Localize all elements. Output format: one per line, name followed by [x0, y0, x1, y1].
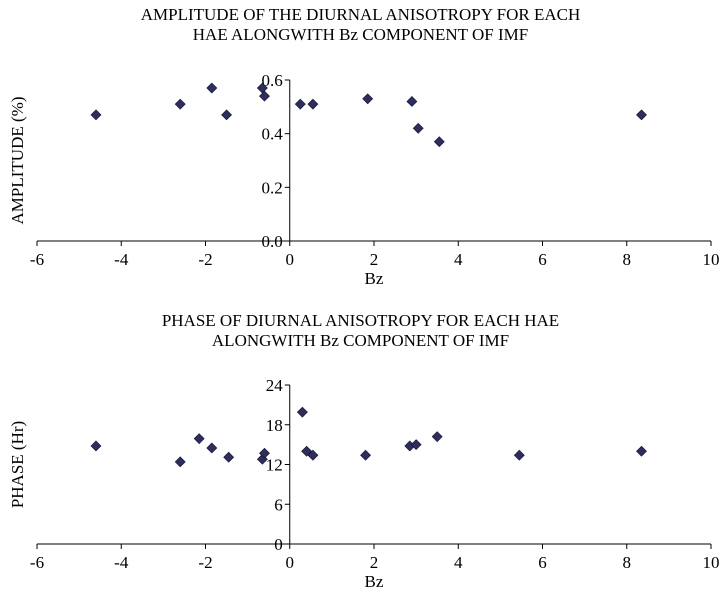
- data-point: [307, 449, 319, 461]
- x-tick-label: 6: [538, 250, 547, 269]
- data-point: [256, 453, 268, 465]
- data-point: [206, 82, 218, 94]
- data-point: [433, 136, 445, 148]
- x-tick-label: -6: [30, 553, 44, 572]
- x-tick-label: -4: [114, 250, 129, 269]
- y-tick-label: 0.4: [262, 125, 284, 144]
- data-point: [406, 96, 418, 107]
- data-point: [296, 406, 308, 418]
- x-tick-label: 2: [370, 553, 379, 572]
- data-point: [360, 449, 371, 461]
- x-tick-label: 8: [623, 553, 632, 572]
- x-tick-label: -4: [114, 553, 129, 572]
- chart-subtitle: HAE ALONGWITH Bz COMPONENT OF IMF: [192, 25, 529, 44]
- y-tick-label: 12: [266, 456, 283, 475]
- y-axis-label: AMPLITUDE (%): [8, 97, 27, 225]
- data-point: [193, 433, 205, 445]
- x-axis-label: Bz: [365, 572, 384, 591]
- data-point: [636, 445, 647, 457]
- data-point: [259, 447, 270, 459]
- data-point: [362, 93, 374, 105]
- data-point: [431, 431, 443, 443]
- data-point: [90, 109, 102, 121]
- y-tick-label: 0.2: [262, 178, 283, 197]
- data-point: [412, 122, 424, 134]
- y-tick-label: 18: [266, 416, 283, 435]
- x-axis-label: Bz: [365, 269, 384, 288]
- chart-subtitle: ALONGWITH Bz COMPONENT OF IMF: [211, 331, 510, 350]
- y-axis-label: PHASE (Hr): [8, 421, 27, 508]
- y-tick-label: 24: [266, 376, 284, 395]
- y-tick-label: 0.0: [262, 232, 283, 251]
- x-tick-label: 10: [703, 250, 720, 269]
- y-tick-label: 6: [274, 495, 283, 514]
- chart-title: AMPLITUDE OF THE DIURNAL ANISOTROPY FOR …: [140, 5, 581, 24]
- phase-chart: PHASE OF DIURNAL ANISOTROPY FOR EACH HAE…: [0, 306, 721, 612]
- x-tick-label: 0: [286, 250, 295, 269]
- data-point: [174, 98, 186, 110]
- chart-title: PHASE OF DIURNAL ANISOTROPY FOR EACH HAE: [161, 311, 560, 330]
- x-tick-label: -2: [198, 553, 212, 572]
- data-point: [223, 451, 235, 463]
- y-tick-label: 0.6: [262, 71, 283, 90]
- x-tick-label: 4: [454, 250, 463, 269]
- data-point: [307, 98, 319, 110]
- x-tick-label: 6: [538, 553, 547, 572]
- data-point: [221, 109, 232, 121]
- data-point: [513, 449, 525, 461]
- x-tick-label: 2: [370, 250, 379, 269]
- x-tick-label: 0: [286, 553, 295, 572]
- data-point: [410, 439, 422, 451]
- y-tick-label: 0: [274, 535, 283, 554]
- x-tick-label: -6: [30, 250, 44, 269]
- x-tick-label: 4: [454, 553, 463, 572]
- data-point: [174, 456, 186, 468]
- x-tick-label: -2: [198, 250, 212, 269]
- x-tick-label: 8: [623, 250, 632, 269]
- amplitude-scatter-plot: -6 -4 -2 0 2 4 6 8 10 0.0 0.2 0.4 0.6 Bz AMPLITUDE (%): [8, 71, 720, 288]
- data-point: [206, 442, 218, 454]
- amplitude-chart: AMPLITUDE OF THE DIURNAL ANISOTROPY FOR …: [8, 5, 720, 288]
- data-point: [294, 98, 306, 110]
- data-point: [259, 90, 270, 102]
- data-point: [636, 109, 647, 121]
- x-tick-label: 10: [703, 553, 720, 572]
- data-point: [90, 440, 102, 452]
